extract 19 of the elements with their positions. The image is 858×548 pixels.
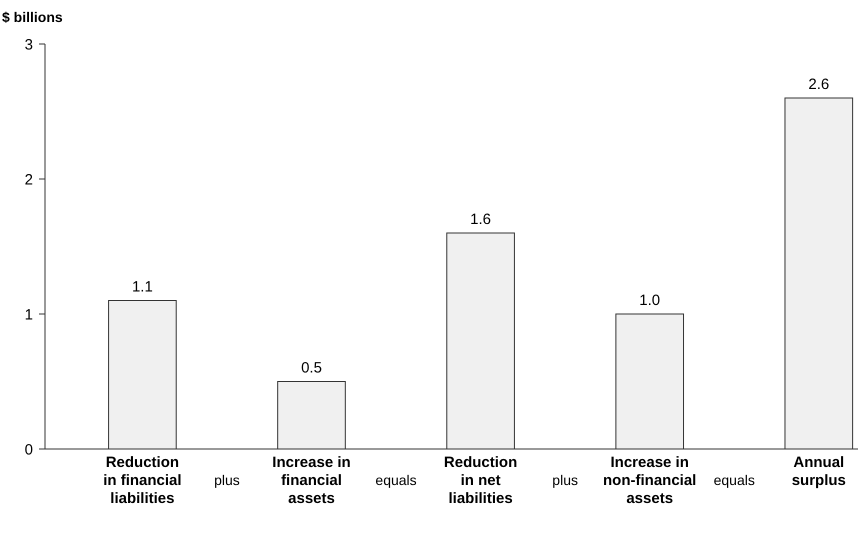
data-label: 1.0 bbox=[639, 292, 660, 309]
y-tick-label: 1 bbox=[24, 306, 33, 324]
data-label: 0.5 bbox=[301, 360, 322, 376]
data-label: 1.6 bbox=[470, 211, 492, 228]
x-tick-label: Increase in financial assets bbox=[272, 454, 351, 507]
x-tick-label: Reduction in financial liabilities bbox=[103, 454, 182, 507]
text: plus bbox=[552, 472, 578, 488]
x-tick-label: Reduction in net liabilities bbox=[444, 454, 518, 507]
x-tick-label: Annual surplus bbox=[792, 454, 846, 489]
y-tick-label: 3 bbox=[24, 36, 33, 54]
data-label: 2.6 bbox=[808, 76, 830, 93]
text: plus bbox=[214, 472, 240, 488]
y-tick-label: 0 bbox=[24, 441, 33, 458]
y-axis-title: $ billions bbox=[2, 9, 63, 25]
data-label: 1.1 bbox=[132, 278, 153, 296]
y-tick-label: 2 bbox=[24, 171, 33, 188]
text: equals bbox=[375, 472, 417, 488]
text: equals bbox=[714, 472, 755, 488]
x-tick-label: Increase in non-financial assets bbox=[603, 454, 696, 507]
